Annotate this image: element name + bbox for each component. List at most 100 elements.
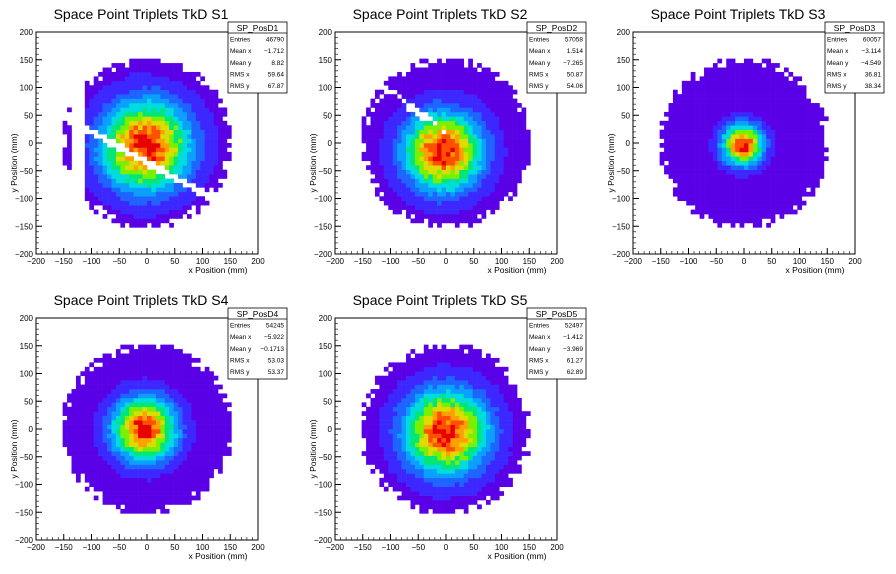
heatmap-cell — [423, 191, 429, 197]
heatmap-cell — [708, 103, 714, 108]
stats-label: RMS x — [529, 71, 549, 78]
heatmap-cell — [744, 165, 749, 170]
heatmap-cell — [178, 107, 183, 113]
heatmap-cell — [370, 468, 376, 474]
heatmap-cell — [490, 147, 496, 153]
heatmap-cell — [712, 63, 718, 68]
heatmap-cell — [717, 76, 723, 82]
heatmap-cell — [80, 397, 86, 403]
heatmap-cell — [182, 357, 188, 363]
heatmap-cell — [62, 424, 68, 430]
heatmap-cell — [186, 187, 192, 193]
heatmap-cell — [186, 406, 192, 412]
heatmap-cell — [178, 429, 183, 434]
heatmap-cell — [512, 116, 518, 122]
heatmap-cell — [178, 169, 183, 175]
heatmap-cell — [481, 120, 487, 126]
heatmap-cell — [775, 143, 780, 148]
heatmap-cell — [107, 196, 112, 202]
heatmap-cell — [503, 89, 509, 95]
heatmap-cell — [186, 116, 192, 122]
heatmap-cell — [468, 107, 473, 113]
heatmap-cell — [218, 98, 223, 104]
heatmap-cell — [370, 111, 376, 117]
heatmap-cell — [379, 125, 385, 130]
heatmap-cell — [111, 218, 117, 224]
heatmap-cell — [712, 178, 718, 184]
heatmap-cell — [89, 482, 95, 488]
heatmap-cell — [155, 402, 161, 408]
heatmap-cell — [120, 156, 126, 162]
heatmap-cell — [690, 125, 696, 130]
heatmap-cell — [735, 160, 740, 166]
heatmap-cell — [115, 156, 121, 162]
heatmap-cell — [379, 451, 385, 456]
heatmap-cell — [468, 147, 473, 153]
heatmap-cell — [437, 120, 442, 126]
heatmap-cell — [428, 222, 433, 228]
heatmap-cell — [454, 191, 460, 197]
heatmap-cell — [191, 393, 197, 399]
heatmap-cell — [441, 147, 447, 153]
x-tick-label: −150 — [652, 257, 671, 266]
heatmap-cell — [155, 116, 161, 122]
heatmap-cell — [744, 63, 749, 68]
heatmap-cell — [414, 205, 420, 210]
heatmap-cell — [775, 63, 780, 68]
heatmap-cell — [437, 156, 442, 162]
heatmap-cell — [115, 500, 121, 505]
heatmap-cell — [178, 477, 183, 483]
heatmap-cell — [730, 165, 736, 170]
heatmap-cell — [783, 156, 789, 162]
heatmap-cell — [173, 477, 179, 483]
heatmap-cell — [410, 89, 416, 95]
heatmap-cell — [98, 98, 103, 104]
heatmap-cell — [441, 138, 447, 144]
heatmap-cell — [98, 196, 103, 202]
heatmap-cell — [739, 187, 745, 193]
heatmap-cell — [111, 169, 117, 175]
heatmap-cell — [102, 67, 108, 73]
stats-value: −1.712 — [264, 48, 284, 55]
heatmap-cell — [222, 442, 228, 448]
heatmap-cell — [124, 468, 130, 474]
heatmap-cell — [222, 111, 228, 117]
heatmap-cell — [823, 147, 829, 153]
heatmap-cell — [695, 205, 700, 210]
heatmap-cell — [459, 134, 465, 139]
heatmap-cell — [379, 468, 385, 474]
heatmap-cell — [178, 402, 183, 408]
heatmap-cell — [744, 200, 749, 206]
heatmap-cell — [446, 205, 451, 210]
heatmap-cell — [761, 111, 767, 117]
stats-value: 67.87 — [268, 83, 285, 90]
heatmap-cell — [67, 397, 72, 403]
heatmap-cell — [209, 424, 214, 430]
heatmap-cell — [708, 165, 714, 170]
heatmap-cell — [178, 460, 183, 465]
heatmap-cell — [757, 209, 763, 215]
heatmap-cell — [739, 116, 745, 122]
heatmap-cell — [102, 451, 108, 456]
heatmap-cell — [708, 205, 714, 210]
heatmap-cell — [120, 389, 126, 394]
heatmap-cell — [111, 134, 117, 139]
heatmap-cell — [142, 380, 148, 385]
heatmap-cell — [397, 209, 402, 215]
heatmap-cell — [138, 477, 143, 483]
heatmap-cell — [810, 107, 816, 113]
heatmap-cell — [770, 200, 776, 206]
heatmap-cell — [164, 402, 170, 408]
x-tick-label: −150 — [55, 257, 74, 266]
heatmap-cell — [717, 89, 723, 95]
heatmap-cell — [111, 89, 117, 95]
heatmap-cell — [89, 103, 95, 108]
heatmap-cell — [672, 134, 678, 139]
heatmap-cell — [98, 371, 103, 377]
heatmap-cell — [111, 362, 117, 368]
heatmap-cell — [182, 371, 188, 377]
heatmap-cell — [792, 209, 798, 215]
heatmap-cell — [93, 165, 99, 170]
heatmap-cell — [129, 411, 134, 416]
heatmap-cell — [71, 437, 77, 443]
